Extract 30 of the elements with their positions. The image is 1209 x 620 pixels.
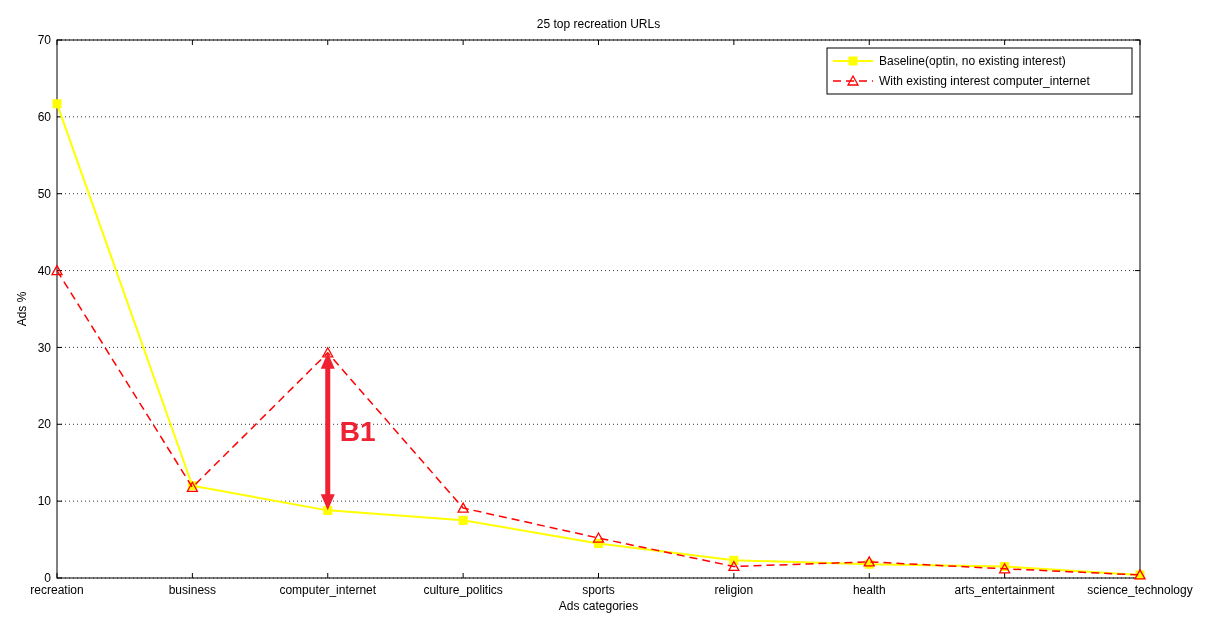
y-tick-label: 30: [37, 340, 52, 355]
x-tick-label: business: [168, 583, 217, 597]
x-tick-label: sports: [582, 583, 615, 597]
x-axis-title: Ads categories: [558, 599, 639, 613]
point: [457, 502, 469, 513]
x-tick-label: religion: [714, 583, 754, 597]
y-tick-label: 0: [44, 571, 52, 586]
y-tick-label: 70: [37, 33, 52, 48]
x-tick-label: culture_politics: [423, 583, 503, 597]
y-tick-label: 20: [37, 417, 52, 432]
x-tick-label: computer_internet: [279, 583, 377, 597]
y-tick-label: 40: [37, 263, 52, 278]
chart-title: 25 top recreation URLs: [536, 17, 661, 31]
y-tick-label: 50: [37, 186, 52, 201]
x-tick-label: arts_entertainment: [954, 583, 1056, 597]
y-axis-title: Ads %: [15, 291, 29, 327]
x-tick-label: science_technology: [1087, 583, 1193, 597]
point: [52, 99, 62, 109]
point: [458, 515, 468, 525]
y-tick-label: 60: [37, 110, 52, 125]
y-tick-label: 10: [37, 494, 52, 509]
annotation: B1: [339, 416, 376, 448]
point: [592, 532, 605, 543]
point: [51, 264, 63, 276]
point: [728, 560, 740, 572]
legend-label: With existing interest computer_internet: [879, 74, 1091, 89]
x-tick-label: recreation: [30, 583, 84, 597]
point: [322, 347, 334, 358]
x-tick-label: health: [852, 583, 886, 597]
legend-label: Baseline(optin, no existing interest): [879, 54, 1066, 69]
